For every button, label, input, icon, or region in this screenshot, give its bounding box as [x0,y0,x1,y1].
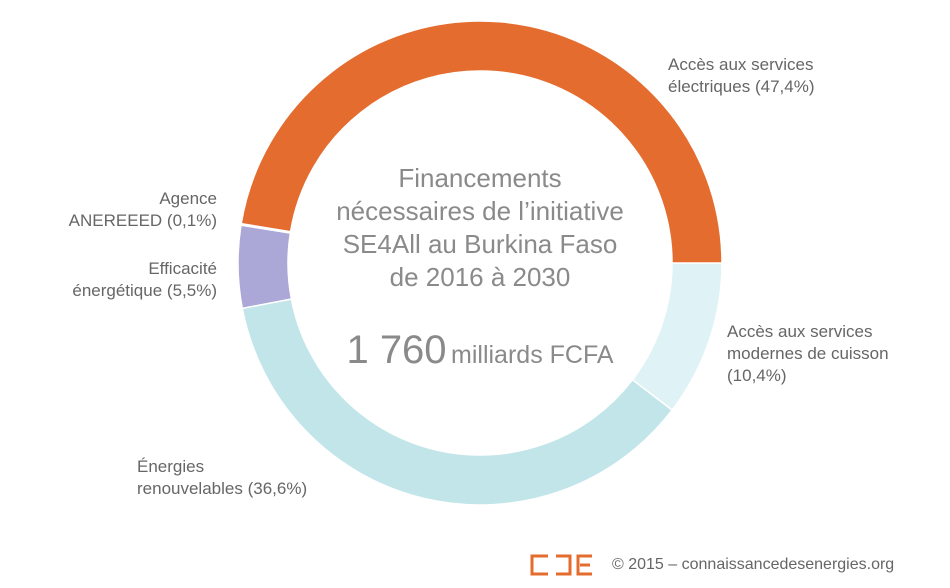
label-name: Agence ANEREEED [68,189,217,230]
segment-label: Accès aux services modernes de cuisson (… [727,321,950,387]
label-value: (0,1%) [166,211,217,230]
label-value: (10,4%) [727,366,787,385]
label-value: (5,5%) [166,281,217,300]
label-name: Efficacité énergétique [72,259,217,300]
label-name: Énergies renouvelables [137,457,243,498]
segment-label: Efficacité énergétique (5,5%) [72,258,217,302]
center-total: 1 760 milliards FCFA [280,328,680,373]
segment-label: Énergies renouvelables (36,6%) [137,456,307,500]
total-unit: milliards FCFA [451,341,614,369]
total-value: 1 760 [346,328,447,372]
segment-label: Accès aux services électriques (47,4%) [668,54,814,98]
segment-label: Agence ANEREEED (0,1%) [69,188,217,232]
label-value: (47,4%) [754,77,815,96]
logo [530,554,592,576]
center-title: Financements nécessaires de l’initiative… [336,163,624,292]
label-name: Accès aux services modernes de cuisson [727,322,889,363]
donut-segment [240,20,723,264]
credit: © 2015 – connaissancedesenergies.org [612,556,895,573]
label-name: Accès aux services électriques [668,55,814,96]
label-value: (36,6%) [247,479,308,498]
